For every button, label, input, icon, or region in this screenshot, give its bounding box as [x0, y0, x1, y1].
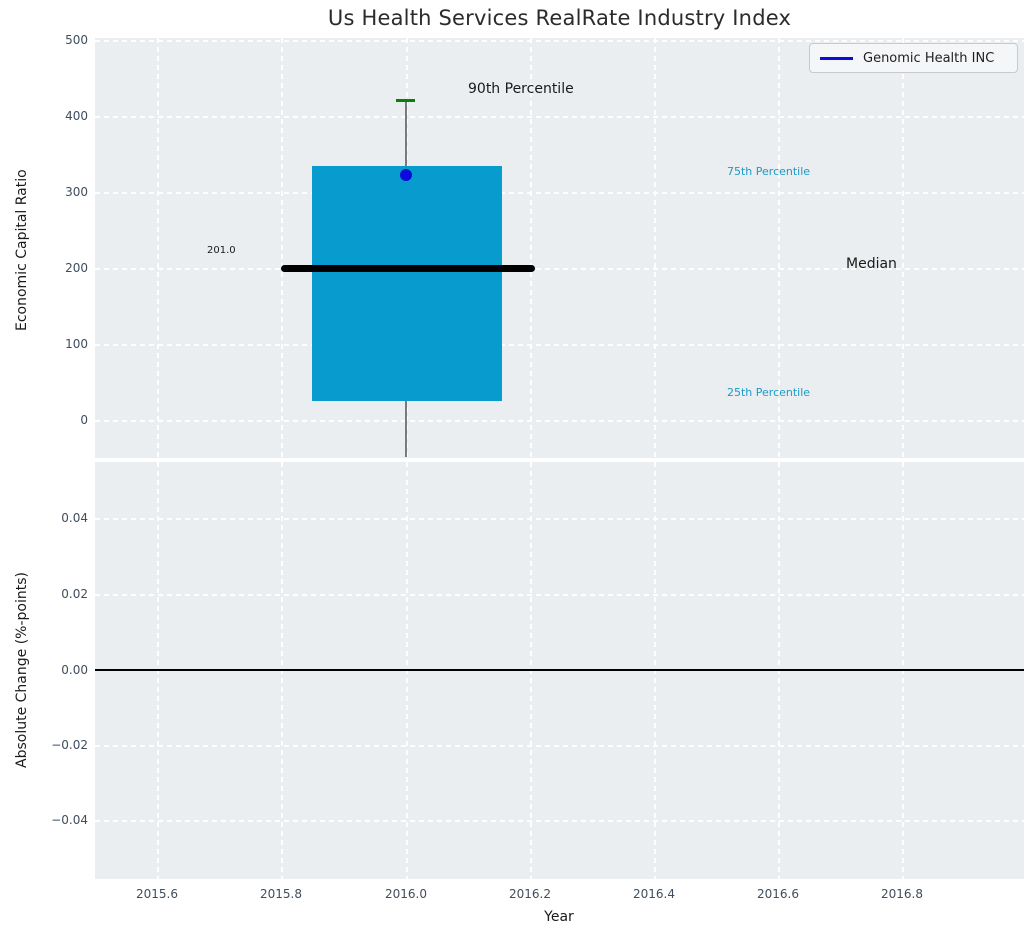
legend-line-icon	[820, 56, 853, 60]
gridline-h	[95, 594, 1024, 596]
company-data-point	[400, 169, 412, 181]
gridline-h	[95, 40, 1024, 42]
ytick-top: 400	[65, 109, 88, 123]
legend: Genomic Health INC	[809, 43, 1018, 73]
xtick: 2016.2	[509, 887, 551, 901]
gridline-v	[654, 38, 656, 458]
xtick: 2016.6	[757, 887, 799, 901]
percentile-box	[312, 166, 502, 401]
median-line	[281, 265, 535, 272]
gridline-h	[95, 268, 1024, 270]
gridline-h	[95, 820, 1024, 822]
ytick-bottom: −0.02	[51, 738, 88, 752]
top-y-axis-label: Economic Capital Ratio	[14, 169, 30, 331]
gridline-h	[95, 192, 1024, 194]
gridline-v	[281, 38, 283, 458]
gridline-h	[95, 420, 1024, 422]
ytick-top: 100	[65, 337, 88, 351]
gridline-h	[95, 344, 1024, 346]
ytick-top: 200	[65, 261, 88, 275]
xtick: 2016.8	[881, 887, 923, 901]
top-axes: 90th Percentile 75th Percentile Median 2…	[95, 38, 1024, 458]
gridline-v	[902, 38, 904, 458]
gridline-h	[95, 518, 1024, 520]
xtick: 2015.8	[260, 887, 302, 901]
gridline-h	[95, 745, 1024, 747]
median-label: Median	[846, 256, 897, 272]
zero-line	[95, 669, 1024, 671]
xtick: 2016.0	[385, 887, 427, 901]
gridline-v	[778, 38, 780, 458]
gridline-v	[530, 38, 532, 458]
p75-label: 75th Percentile	[727, 165, 811, 178]
p90-label: 90th Percentile	[468, 81, 574, 97]
bottom-axes	[95, 462, 1024, 879]
x-axis-label: Year	[544, 909, 574, 925]
ytick-bottom: 0.02	[61, 587, 88, 601]
xtick: 2016.4	[633, 887, 675, 901]
legend-label: Genomic Health INC	[863, 50, 995, 66]
ytick-top: 0	[80, 413, 88, 427]
gridline-v	[157, 38, 159, 458]
ytick-top: 500	[65, 33, 88, 47]
ytick-top: 300	[65, 185, 88, 199]
median-value-label: 201.0	[207, 245, 236, 256]
ytick-bottom: 0.04	[61, 511, 88, 525]
xtick: 2015.6	[136, 887, 178, 901]
p90-cap	[396, 99, 415, 102]
ytick-bottom: 0.00	[61, 663, 88, 677]
gridline-h	[95, 116, 1024, 118]
chart-title: Us Health Services RealRate Industry Ind…	[327, 6, 792, 30]
bottom-y-axis-label: Absolute Change (%-points)	[14, 572, 30, 768]
p25-label: 25th Percentile	[727, 386, 811, 399]
ytick-bottom: −0.04	[51, 813, 88, 827]
